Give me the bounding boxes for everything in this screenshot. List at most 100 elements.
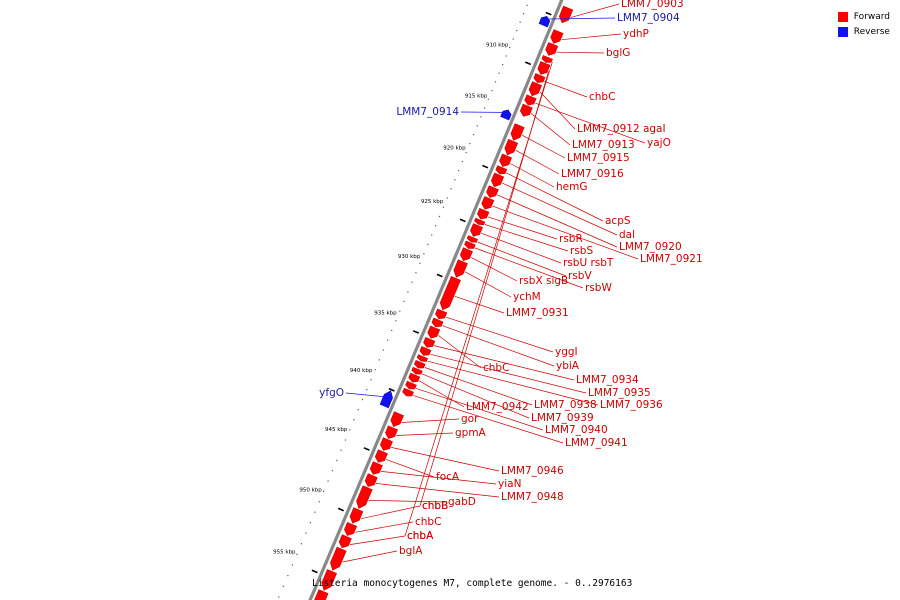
gene-arrow[interactable] <box>390 411 404 427</box>
gene-label[interactable]: LMM7_0946 <box>501 465 564 477</box>
gene-arrow[interactable] <box>364 473 378 487</box>
gene-arrow[interactable] <box>538 16 551 28</box>
gene-label[interactable]: focA <box>436 471 460 483</box>
gene-label[interactable]: LMM7_0941 <box>565 437 628 449</box>
gene-label[interactable]: LMM7_0914 <box>396 106 459 118</box>
gene-label[interactable]: gpmA <box>455 427 487 439</box>
gene-arrow[interactable] <box>504 138 519 156</box>
gene-label[interactable]: rsbR <box>559 233 583 245</box>
gene-arrow[interactable] <box>411 366 423 375</box>
gene-label[interactable]: LMM7_0939 <box>531 412 594 424</box>
gene-arrow[interactable] <box>374 449 388 463</box>
gene-arrow[interactable] <box>490 172 505 188</box>
gene-label[interactable]: chbC <box>483 362 509 374</box>
gene-arrow[interactable] <box>321 569 337 591</box>
gene-arrow[interactable] <box>380 437 393 451</box>
gene-label[interactable]: LMM7_0942 <box>466 401 529 413</box>
gene-label[interactable]: chbC <box>589 91 615 103</box>
gene-arrow[interactable] <box>356 485 373 509</box>
gene-label[interactable]: yfgO <box>319 387 344 399</box>
gene-arrow[interactable] <box>379 390 393 409</box>
gene-arrow[interactable] <box>474 217 486 226</box>
gene-arrow[interactable] <box>408 372 421 383</box>
gene-arrow[interactable] <box>499 153 512 167</box>
gene-label[interactable]: hemG <box>556 181 587 193</box>
gene-arrow[interactable] <box>500 109 512 121</box>
gene-label[interactable]: chbB <box>422 500 448 512</box>
gene-label[interactable]: LMM7_0915 <box>567 152 630 164</box>
gene-arrow[interactable] <box>423 337 436 348</box>
gene-label[interactable]: dal <box>619 229 635 241</box>
gene-arrow[interactable] <box>533 73 546 83</box>
gene-label[interactable]: LMM7_0934 <box>576 374 639 386</box>
gene-arrow[interactable] <box>431 317 444 328</box>
gene-arrow[interactable] <box>541 55 553 63</box>
gene-arrow[interactable] <box>545 42 559 56</box>
gene-label[interactable]: LMM7_0948 <box>501 491 564 503</box>
gene-label[interactable]: LMM7_0912 agaI <box>577 123 666 135</box>
gene-label[interactable]: ybiA <box>556 360 580 372</box>
gene-label[interactable]: bglG <box>606 47 630 59</box>
gene-arrow[interactable] <box>416 354 428 362</box>
gene-label[interactable]: yiaN <box>498 478 521 490</box>
gene-label[interactable]: rsbW <box>585 282 612 294</box>
gene-arrow[interactable] <box>510 123 525 141</box>
gene-arrow[interactable] <box>558 5 574 24</box>
gene-label[interactable]: LMM7_0938 <box>534 399 597 411</box>
gene-arrow[interactable] <box>414 360 426 369</box>
gene-label[interactable]: rsbX sigB <box>519 275 568 287</box>
gene-arrow[interactable] <box>524 94 537 106</box>
gene-label[interactable]: LMM7_0904 <box>617 12 680 24</box>
gene-arrow[interactable] <box>313 589 329 600</box>
gene-arrow[interactable] <box>528 81 542 97</box>
gene-label[interactable]: bglA <box>399 545 423 557</box>
gene-arrow[interactable] <box>402 387 414 397</box>
gene-label[interactable]: acpS <box>605 215 631 227</box>
gene-label[interactable]: ychM <box>513 291 541 303</box>
gene-label[interactable]: LMM7_0916 <box>561 168 624 180</box>
gene-arrow[interactable] <box>419 346 432 356</box>
gene-label[interactable]: LMM7_0931 <box>506 307 569 319</box>
gene-arrow[interactable] <box>470 223 483 237</box>
gene-label[interactable]: rsbU rsbT <box>563 257 614 269</box>
gene-label[interactable]: yggI <box>555 346 578 358</box>
gene-arrow[interactable] <box>453 259 468 278</box>
gene-arrow[interactable] <box>495 165 508 175</box>
gene-arrow[interactable] <box>349 507 364 524</box>
gene-arrow[interactable] <box>550 29 564 44</box>
gene-arrow[interactable] <box>330 546 347 571</box>
gene-label[interactable]: chbA <box>407 530 434 542</box>
gene-label[interactable]: chbB <box>422 500 448 512</box>
gene-label[interactable]: rsbS <box>570 245 593 257</box>
gene-label[interactable]: LMM7_0940 <box>545 424 608 436</box>
gene-arrow[interactable] <box>385 425 398 439</box>
gene-label[interactable]: LMM7_0936 <box>600 399 663 411</box>
gene-label[interactable]: chbC <box>415 516 441 528</box>
gene-label[interactable]: LMM7_0903 <box>621 0 684 10</box>
gene-arrow[interactable] <box>369 461 383 475</box>
gene-label[interactable]: LMM7_0913 <box>572 139 635 151</box>
gene-label[interactable]: LMM7_0920 <box>619 241 682 253</box>
gene-arrow[interactable] <box>486 185 499 198</box>
gene-arrow[interactable] <box>481 196 495 210</box>
gene-arrow[interactable] <box>344 522 358 536</box>
gene-arrow[interactable] <box>477 208 490 220</box>
gene-label[interactable]: yajO <box>647 137 671 149</box>
gene-arrow[interactable] <box>466 235 478 243</box>
gene-arrow[interactable] <box>427 325 441 339</box>
gene-arrow[interactable] <box>435 308 448 320</box>
gene-label[interactable]: ydhP <box>623 28 649 40</box>
gene-arrow[interactable] <box>405 380 417 390</box>
gene-arrow[interactable] <box>519 103 533 117</box>
gene-label[interactable]: rsbV <box>568 270 592 282</box>
gene-label[interactable]: LMM7_0921 <box>640 253 703 265</box>
gene-label[interactable]: LMM7_0935 <box>588 387 651 399</box>
gene-arrow[interactable] <box>464 240 476 249</box>
gene-label[interactable]: gabD <box>448 496 476 508</box>
gene-arrow[interactable] <box>537 61 551 75</box>
gene-arrow[interactable] <box>459 247 473 261</box>
gene-label[interactable]: gor <box>461 413 479 425</box>
gene-arrow[interactable] <box>439 276 461 311</box>
gene-arrow[interactable] <box>338 534 352 549</box>
gene-label[interactable]: chbA <box>407 530 434 542</box>
